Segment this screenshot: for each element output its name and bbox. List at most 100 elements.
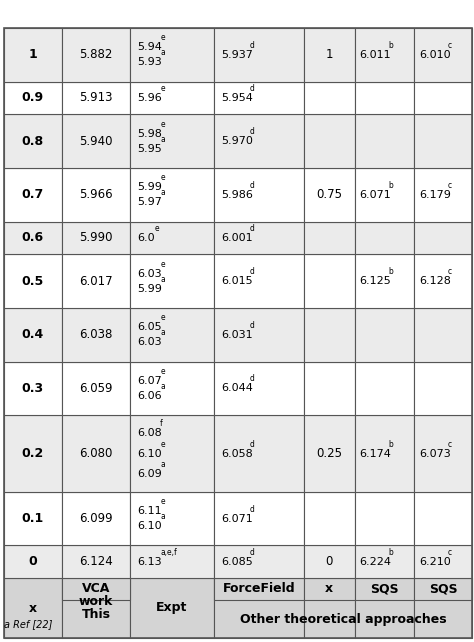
Bar	[414, 28, 472, 82]
Bar	[62, 114, 130, 168]
Bar	[62, 546, 130, 578]
Bar	[62, 221, 130, 254]
Text: e: e	[160, 33, 165, 42]
Bar	[355, 578, 414, 600]
Bar	[214, 361, 304, 415]
Text: 5.954: 5.954	[221, 93, 253, 103]
Bar	[62, 578, 130, 600]
Text: d: d	[250, 41, 255, 50]
Bar	[414, 546, 472, 578]
Text: 6.080: 6.080	[79, 447, 113, 460]
Text: 6.124: 6.124	[79, 555, 113, 568]
Text: 6.08: 6.08	[137, 428, 162, 438]
Bar	[414, 308, 472, 361]
Text: 6.125: 6.125	[359, 276, 391, 286]
Bar	[130, 415, 214, 492]
Bar	[4, 221, 62, 254]
Text: a: a	[160, 328, 165, 337]
Text: c: c	[448, 181, 452, 190]
Text: a: a	[160, 48, 165, 57]
Text: SQS: SQS	[429, 582, 457, 596]
Text: 5.970: 5.970	[221, 136, 253, 146]
Text: a: a	[160, 512, 165, 521]
Bar	[355, 82, 414, 114]
Text: a: a	[160, 382, 165, 391]
Text: d: d	[250, 505, 255, 514]
Text: 6.073: 6.073	[419, 449, 451, 458]
Bar	[62, 492, 130, 546]
Text: 5.97: 5.97	[137, 197, 162, 207]
Text: 6.128: 6.128	[419, 276, 451, 286]
Text: 5.940: 5.940	[79, 135, 113, 148]
Text: 5.882: 5.882	[79, 48, 113, 62]
Text: e: e	[155, 224, 159, 233]
Bar	[214, 221, 304, 254]
Text: a Ref [22]: a Ref [22]	[4, 619, 52, 629]
Bar	[62, 254, 130, 308]
Bar	[62, 28, 130, 82]
Text: x: x	[325, 582, 333, 596]
Bar	[214, 254, 304, 308]
Bar	[4, 168, 62, 221]
Bar	[304, 82, 355, 114]
Bar	[130, 221, 214, 254]
Bar	[355, 114, 414, 168]
Text: 6.10: 6.10	[137, 521, 162, 531]
Bar	[4, 546, 62, 578]
Text: e: e	[160, 367, 165, 376]
Text: Other theoretical approaches: Other theoretical approaches	[239, 612, 446, 625]
Bar	[4, 114, 62, 168]
Text: 6.11: 6.11	[137, 506, 162, 516]
Text: 5.93: 5.93	[137, 57, 162, 67]
Bar	[414, 578, 472, 600]
Text: b: b	[388, 267, 393, 276]
Bar	[355, 546, 414, 578]
Text: 5.99: 5.99	[137, 284, 162, 293]
Bar	[304, 28, 355, 82]
Bar	[62, 361, 130, 415]
Bar	[214, 578, 304, 600]
Bar	[355, 168, 414, 221]
Text: 6.015: 6.015	[221, 276, 253, 286]
Text: d: d	[250, 224, 255, 233]
Bar	[130, 114, 214, 168]
Bar	[4, 578, 62, 638]
Text: b: b	[388, 548, 393, 557]
Text: 0.4: 0.4	[22, 328, 44, 342]
Text: e: e	[160, 84, 165, 93]
Text: d: d	[250, 181, 255, 190]
Text: 5.913: 5.913	[79, 91, 113, 105]
Text: d: d	[250, 321, 255, 330]
Text: 0.7: 0.7	[22, 188, 44, 202]
Bar	[214, 546, 304, 578]
Bar	[414, 168, 472, 221]
Bar	[214, 114, 304, 168]
Bar	[304, 361, 355, 415]
Text: 0.6: 0.6	[22, 231, 44, 245]
Bar	[414, 114, 472, 168]
Text: 6.179: 6.179	[419, 190, 451, 200]
Bar	[214, 578, 304, 638]
Text: 6.05: 6.05	[137, 322, 162, 332]
Text: 6.031: 6.031	[221, 330, 253, 340]
Bar	[214, 168, 304, 221]
Text: 5.96: 5.96	[137, 93, 162, 103]
Text: d: d	[250, 84, 255, 93]
Bar	[4, 361, 62, 415]
Text: work: work	[79, 595, 113, 608]
Bar	[214, 492, 304, 546]
Text: 0.9: 0.9	[22, 91, 44, 105]
Bar	[355, 28, 414, 82]
Bar	[304, 168, 355, 221]
Bar	[214, 415, 304, 492]
Bar	[304, 114, 355, 168]
Bar	[130, 168, 214, 221]
Bar	[130, 308, 214, 361]
Bar	[130, 28, 214, 82]
Bar	[355, 254, 414, 308]
Text: 6.13: 6.13	[137, 557, 162, 567]
Text: e: e	[160, 259, 165, 268]
Text: 6.0: 6.0	[137, 233, 155, 243]
Bar	[130, 578, 214, 638]
Bar	[414, 578, 472, 638]
